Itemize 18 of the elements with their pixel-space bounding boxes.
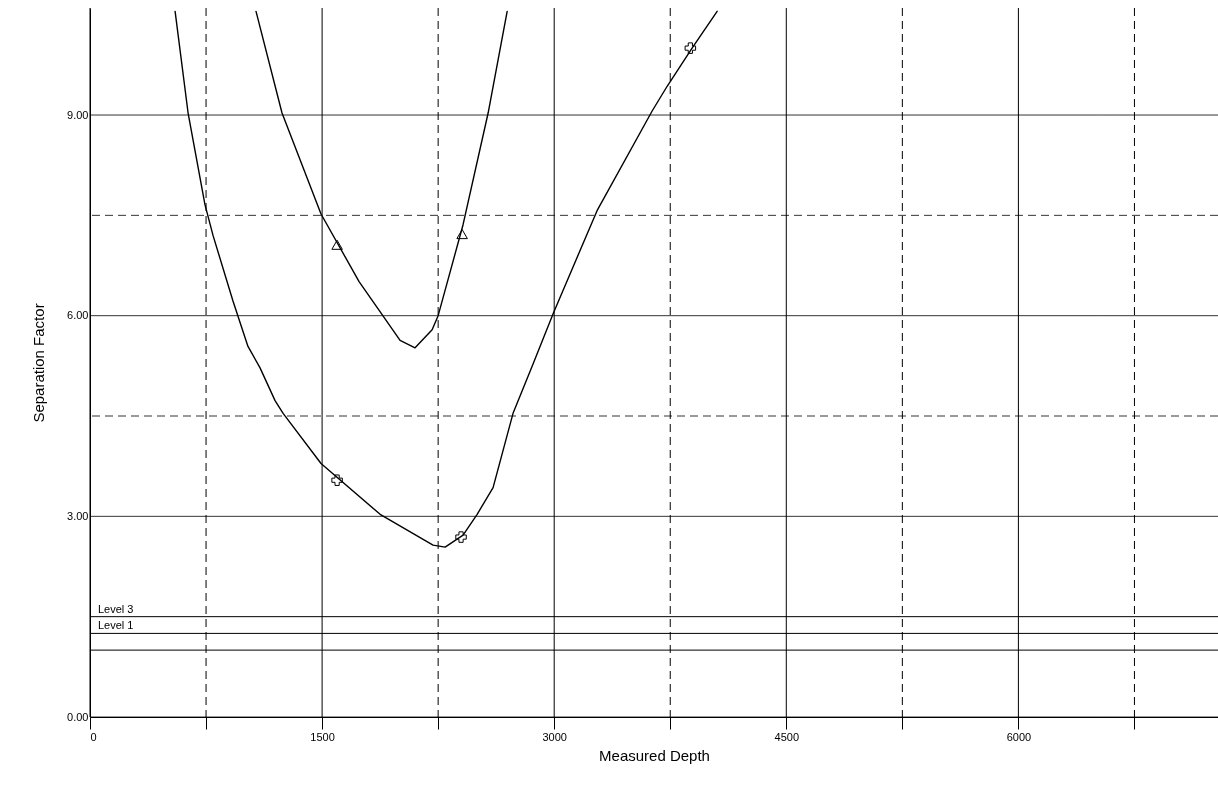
point xyxy=(331,239,343,250)
y-tick-label: 9.00 xyxy=(67,108,89,121)
x-tick-label: 3000 xyxy=(542,730,567,743)
y-tick-label: 3.00 xyxy=(67,509,89,522)
x-tick-label: 1500 xyxy=(310,730,335,743)
ref-line-label: Level 3 xyxy=(98,602,134,615)
y-tick-label: 0.00 xyxy=(67,710,89,723)
x-tick-label: 4500 xyxy=(774,730,800,743)
point xyxy=(684,42,697,54)
point xyxy=(331,474,343,486)
y-axis-title: Separation Factor xyxy=(30,303,48,423)
x-tick-label: 6000 xyxy=(1006,730,1032,743)
x-tick-label: 0 xyxy=(90,730,97,743)
y-tick-label: 6.00 xyxy=(67,309,89,322)
point xyxy=(456,229,468,240)
point xyxy=(455,531,467,543)
x-axis-title: Measured Depth xyxy=(599,746,710,764)
ref-line-label: Level 1 xyxy=(98,619,134,632)
